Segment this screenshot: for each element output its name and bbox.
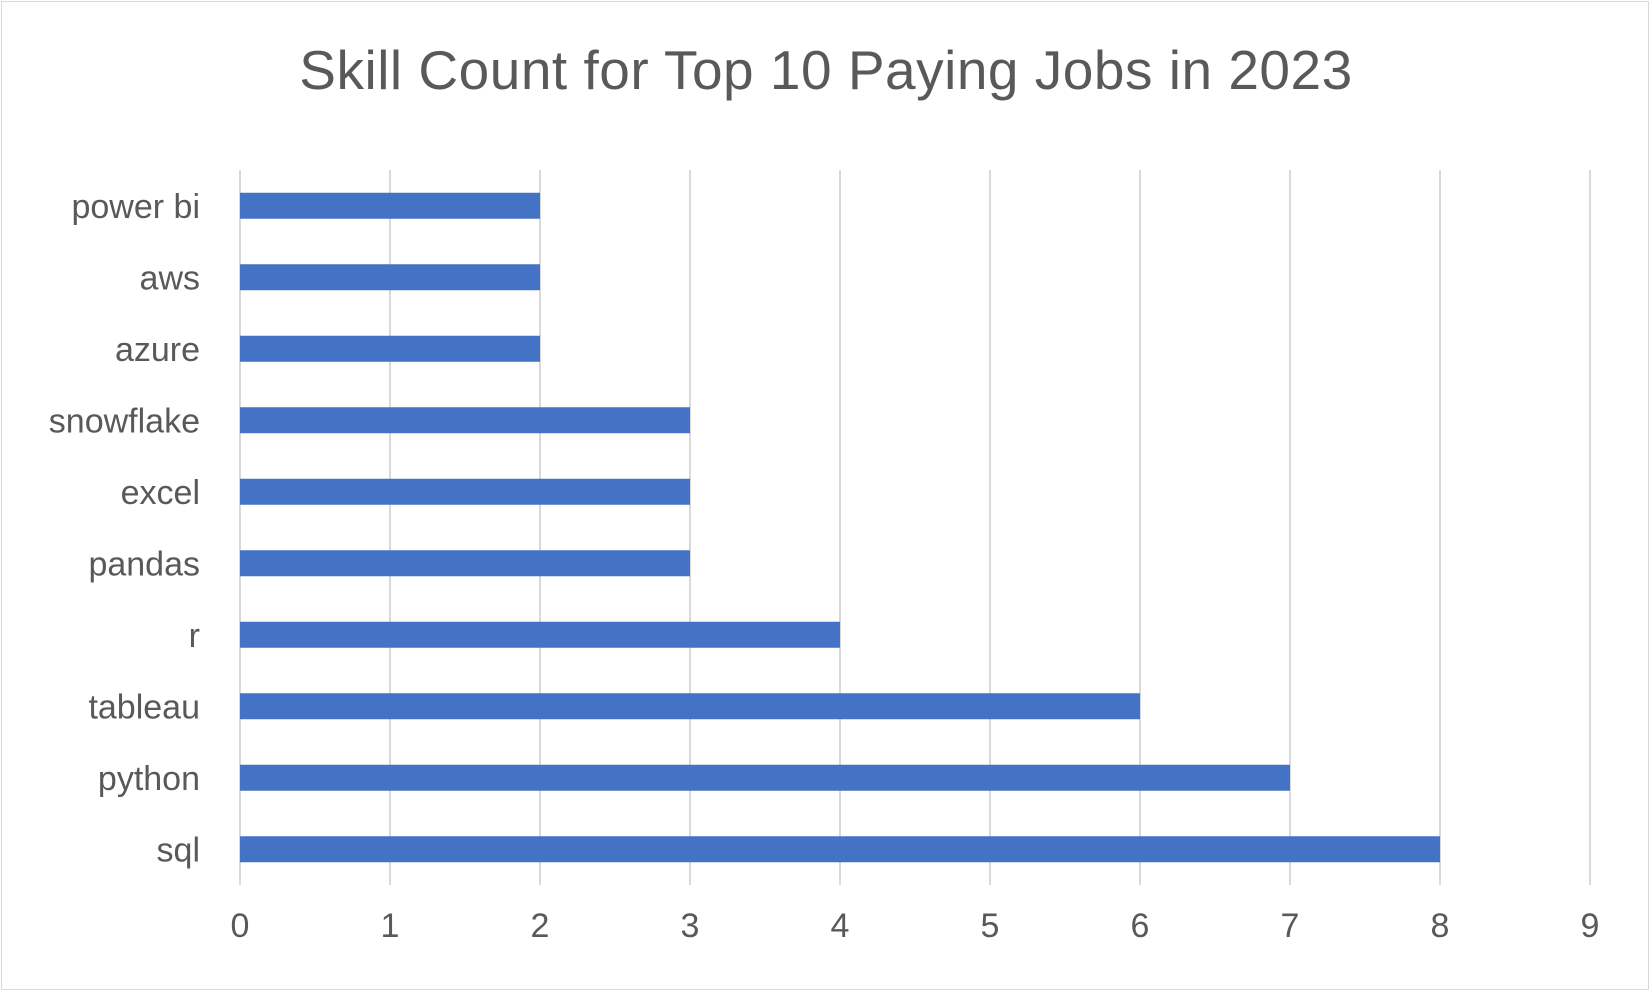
x-tick-label: 3 [681, 907, 700, 945]
x-tick-label: 4 [831, 907, 850, 945]
x-tick-label: 5 [981, 907, 1000, 945]
category-label: excel [121, 474, 200, 512]
x-tick-label: 9 [1581, 907, 1600, 945]
bar-snowflake [240, 407, 690, 434]
category-label: snowflake [49, 402, 200, 440]
bar-aws [240, 264, 540, 291]
category-label: power bi [71, 188, 200, 226]
category-label: sql [157, 831, 200, 869]
x-tick-label: 1 [381, 907, 400, 945]
bar-power-bi [240, 192, 540, 219]
bar-python [240, 764, 1290, 791]
x-tick-label: 6 [1131, 907, 1150, 945]
category-label: tableau [88, 688, 200, 726]
bar-azure [240, 335, 540, 362]
bar-r [240, 621, 840, 648]
category-label: python [98, 760, 200, 798]
chart-title: Skill Count for Top 10 Paying Jobs in 20… [299, 39, 1353, 101]
bar-tableau [240, 693, 1140, 720]
x-tick-label: 7 [1281, 907, 1300, 945]
x-tick-label: 2 [531, 907, 550, 945]
bar-excel [240, 478, 690, 505]
category-label: pandas [88, 545, 200, 583]
category-label: azure [115, 331, 200, 369]
category-label: r [189, 617, 200, 655]
x-tick-label: 8 [1431, 907, 1450, 945]
bar-sql [240, 836, 1440, 863]
category-label: aws [140, 259, 200, 297]
x-tick-label: 0 [231, 907, 250, 945]
bar-pandas [240, 550, 690, 577]
